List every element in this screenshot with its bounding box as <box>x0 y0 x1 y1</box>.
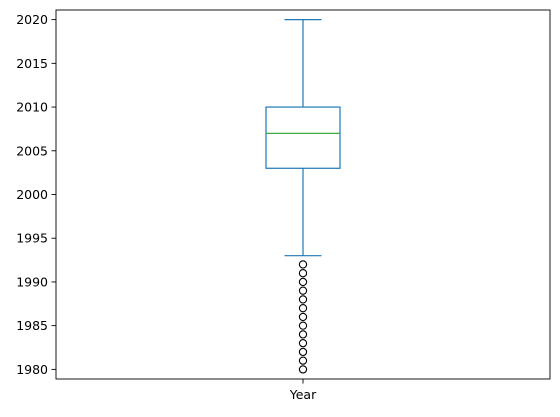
outlier-point <box>298 286 308 295</box>
iqr-box <box>265 106 341 169</box>
axis-layer: Year 1980 1985 1990 1995 2000 2005 2010 2015 2020 <box>16 9 551 402</box>
outlier-point <box>298 347 308 357</box>
outlier-point <box>298 277 308 287</box>
outlier-point <box>298 365 308 374</box>
outlier-point <box>298 338 308 348</box>
outlier-point <box>298 269 308 278</box>
outlier-point <box>298 295 308 304</box>
outlier-point <box>298 304 308 313</box>
outlier-point <box>298 321 308 330</box>
outlier-point <box>298 312 308 322</box>
outlier-point <box>298 260 308 269</box>
x-tick-label: Year <box>289 387 317 402</box>
y-tick-label: 2020 <box>16 12 48 27</box>
y-tick-label: 1985 <box>16 318 48 333</box>
y-tick-label: 2000 <box>16 187 48 202</box>
y-tick-label: 1990 <box>16 274 48 289</box>
y-tick-label: 2010 <box>16 100 48 115</box>
y-tick-label: 1980 <box>16 362 48 377</box>
y-tick-label: 2005 <box>16 143 48 158</box>
y-tick-label: 1995 <box>16 231 48 246</box>
outlier-point <box>298 356 308 365</box>
plot-layer <box>265 19 341 374</box>
box-group-year <box>265 19 341 374</box>
outlier-point <box>298 330 308 339</box>
y-tick-label: 2015 <box>16 56 48 71</box>
